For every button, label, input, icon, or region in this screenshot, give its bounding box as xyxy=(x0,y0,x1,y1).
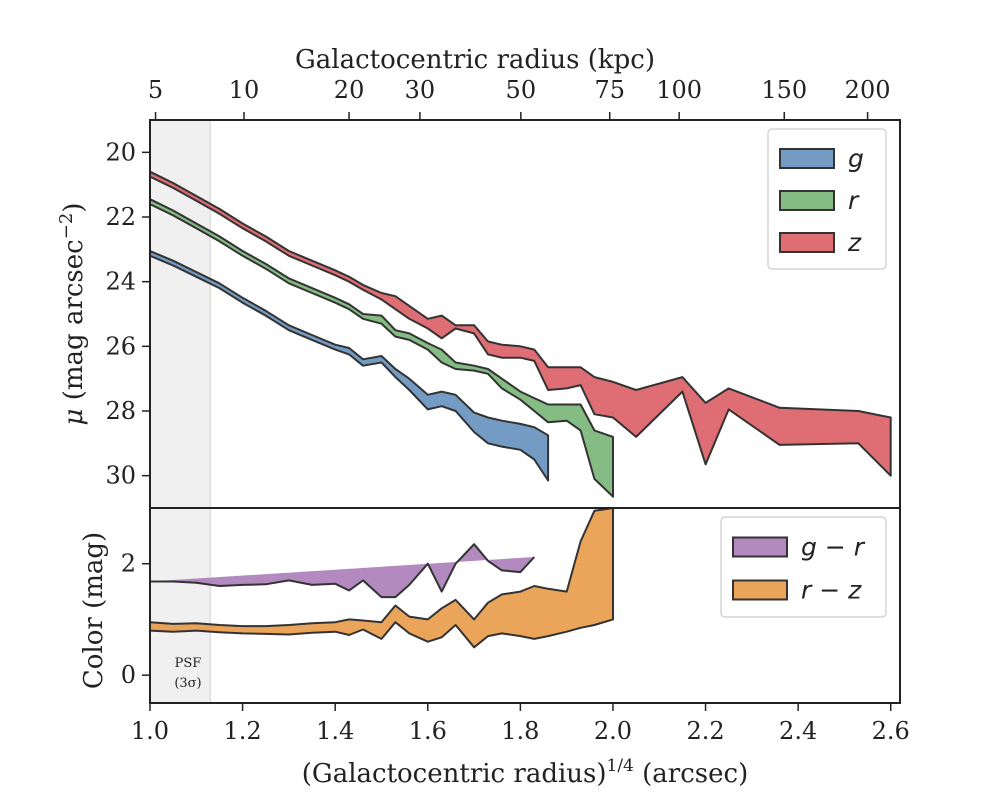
legend-swatch-r-z xyxy=(732,579,788,601)
x-tick-label-1.4: 1.4 xyxy=(316,717,354,745)
y-tick-label-22: 22 xyxy=(105,203,136,231)
color-y-tick-label-2: 2 xyxy=(121,550,136,578)
top-axis-title: Galactocentric radius (kpc) xyxy=(295,45,655,75)
bottom-panel-frame xyxy=(149,507,901,704)
bottom-x-axis-title: (Galactocentric radius)1/4 (arcsec) xyxy=(302,756,748,789)
psf-label: PSF xyxy=(175,656,202,671)
legend-label-g-r: g − r xyxy=(801,533,866,562)
top-y-axis-title: μ (mag arcsec−2) xyxy=(56,203,89,426)
y-tick-label-24: 24 xyxy=(105,268,136,296)
x-tick-label-2.0: 2.0 xyxy=(594,717,632,745)
top-tick-label-30: 30 xyxy=(405,76,436,104)
x-axis-title-exponent: 1/4 xyxy=(607,756,634,776)
x-axis-title-main: (Galactocentric radius) xyxy=(302,759,607,789)
axis-labels: Galactocentric radius (kpc) μ (mag arcsec… xyxy=(56,45,748,789)
top-tick-label-200: 200 xyxy=(845,76,891,104)
y-axis-title-close: ) xyxy=(59,203,89,213)
legend-swatch-g-r xyxy=(732,536,788,558)
x-tick-label-2.6: 2.6 xyxy=(872,717,910,745)
x-tick-label-2.4: 2.4 xyxy=(779,717,817,745)
band-z xyxy=(150,170,892,477)
psf-region-top xyxy=(150,120,211,508)
top-tick-label-10: 10 xyxy=(229,76,260,104)
legend-swatch-g xyxy=(779,148,835,169)
top-tick-label-150: 150 xyxy=(761,76,807,104)
legend-swatch-z xyxy=(779,232,835,253)
x-tick-label-1.2: 1.2 xyxy=(224,717,262,745)
color-y-tick-label-0: 0 xyxy=(121,661,136,689)
band-r-z xyxy=(150,508,614,649)
y-axis-title-exponent: −2 xyxy=(56,213,77,240)
top-tick-label-100: 100 xyxy=(656,76,702,104)
y-tick-label-26: 26 xyxy=(105,332,136,360)
surface-brightness-panel: 20 22 24 26 28 30 5 10 20 30 50 75 100 150 200 grz xyxy=(105,76,901,509)
top-tick-label-5: 5 xyxy=(148,76,163,104)
x-tick-label-2.2: 2.2 xyxy=(686,717,724,745)
top-tick-label-20: 20 xyxy=(334,76,365,104)
y-tick-label-30: 30 xyxy=(105,462,136,490)
legend-label-r-z: r − z xyxy=(801,576,862,605)
legend-label-g: g xyxy=(848,144,864,173)
top-tick-label-75: 75 xyxy=(594,76,625,104)
band-g-r xyxy=(150,543,536,599)
legend-label-r: r xyxy=(848,186,860,215)
x-tick-label-1.0: 1.0 xyxy=(131,717,169,745)
band-g xyxy=(150,250,550,482)
legend-label-z: z xyxy=(847,228,862,257)
psf-region-bottom xyxy=(150,508,211,703)
x-axis-title-units: (arcsec) xyxy=(634,759,748,789)
x-tick-label-1.8: 1.8 xyxy=(501,717,539,745)
y-tick-label-20: 20 xyxy=(105,138,136,166)
x-tick-label-1.6: 1.6 xyxy=(409,717,447,745)
band-r xyxy=(150,198,614,498)
psf-label-sigma: (3σ) xyxy=(174,676,201,691)
y-tick-label-28: 28 xyxy=(105,397,136,425)
y-axis-title-units: (mag arcsec xyxy=(59,239,89,408)
top-tick-label-50: 50 xyxy=(506,76,537,104)
bottom-y-axis-title: Color (mag) xyxy=(79,532,109,689)
legend-swatch-r xyxy=(779,190,835,211)
y-axis-title-mu: μ xyxy=(59,409,89,426)
color-panel: 0 2 1.0 1.2 1.4 1.6 1.8 2.0 2.2 2.4 2.6 g − r r − z xyxy=(121,507,910,745)
